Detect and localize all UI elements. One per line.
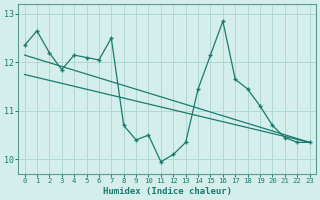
X-axis label: Humidex (Indice chaleur): Humidex (Indice chaleur) [103, 187, 232, 196]
